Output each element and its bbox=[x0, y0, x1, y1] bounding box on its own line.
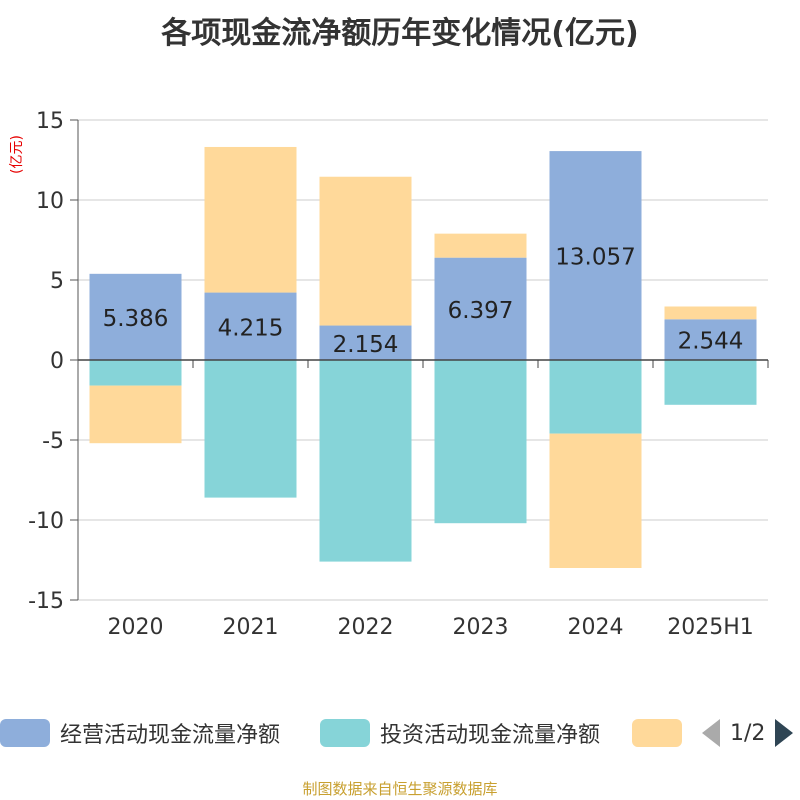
data-source-note: 制图数据来自恒生聚源数据库 bbox=[302, 780, 498, 798]
y-tick-label: 5 bbox=[50, 269, 64, 294]
data-label-2023: 6.397 bbox=[448, 298, 514, 324]
data-label-2025H1: 2.544 bbox=[678, 329, 744, 355]
bar-series2-2025H1 bbox=[664, 360, 757, 405]
bar-series1-2020 bbox=[89, 273, 182, 360]
bar-series3-2025H1 bbox=[664, 306, 757, 320]
legend-swatch-third bbox=[632, 719, 682, 747]
legend-pager: 1/2 bbox=[702, 716, 794, 750]
legend-prev-page-icon[interactable] bbox=[702, 719, 720, 747]
data-label-2021: 4.215 bbox=[218, 315, 284, 341]
bar-series1-2021 bbox=[204, 292, 297, 360]
x-tick-label-2023: 2023 bbox=[453, 615, 509, 640]
bar-series3-2020 bbox=[89, 385, 182, 444]
bar-series2-2020 bbox=[89, 360, 182, 386]
data-label-2022: 2.154 bbox=[333, 332, 399, 358]
data-label-2020: 5.386 bbox=[103, 306, 169, 332]
x-tick-label-2024: 2024 bbox=[568, 615, 624, 640]
bar-series3-2021 bbox=[204, 146, 297, 293]
legend-label-investing: 投资活动现金流量净额 bbox=[380, 723, 601, 748]
legend-next-page-icon[interactable] bbox=[775, 719, 794, 747]
legend-label-operating: 经营活动现金流量净额 bbox=[60, 723, 281, 748]
legend-item-operating[interactable]: 经营活动现金流量净额 bbox=[0, 716, 280, 750]
legend: 经营活动现金流量净额 投资活动现金流量净额 1/2 bbox=[0, 716, 800, 756]
bar-series2-2023 bbox=[434, 360, 527, 524]
x-tick-label-2025H1: 2025H1 bbox=[667, 615, 754, 640]
legend-item-third[interactable] bbox=[632, 716, 682, 750]
y-tick-label: -15 bbox=[28, 589, 64, 614]
bar-series2-2021 bbox=[204, 360, 297, 498]
bar-series2-2024 bbox=[549, 360, 642, 434]
bar-series1-2024 bbox=[549, 151, 642, 360]
y-tick-label: -10 bbox=[28, 509, 64, 534]
legend-swatch-operating bbox=[0, 719, 50, 747]
x-tick-label-2021: 2021 bbox=[223, 615, 279, 640]
y-tick-label: -5 bbox=[42, 429, 64, 454]
chart-title: 各项现金流净额历年变化情况(亿元) bbox=[161, 16, 639, 51]
legend-page-indicator: 1/2 bbox=[730, 720, 766, 746]
bar-series1-2022 bbox=[319, 325, 412, 360]
bar-series1-2023 bbox=[434, 257, 527, 360]
legend-swatch-investing bbox=[320, 719, 370, 747]
bar-series3-2023 bbox=[434, 233, 527, 258]
bar-series3-2024 bbox=[549, 433, 642, 568]
bar-series2-2022 bbox=[319, 360, 412, 562]
y-tick-label: 10 bbox=[36, 189, 64, 214]
bar-series3-2022 bbox=[319, 176, 412, 326]
bar-series1-2025H1 bbox=[664, 319, 757, 360]
bar-chart: 15 10 5 0 -5 -10 -15 5.386 4.215 2.154 6.397 13.057… bbox=[28, 109, 769, 640]
y-tick-label: 0 bbox=[50, 349, 64, 374]
x-tick-label-2022: 2022 bbox=[338, 615, 394, 640]
data-label-2024: 13.057 bbox=[555, 245, 635, 271]
x-tick-label-2020: 2020 bbox=[108, 615, 164, 640]
y-tick-label: 15 bbox=[36, 109, 64, 134]
legend-item-investing[interactable]: 投资活动现金流量净额 bbox=[320, 716, 600, 750]
